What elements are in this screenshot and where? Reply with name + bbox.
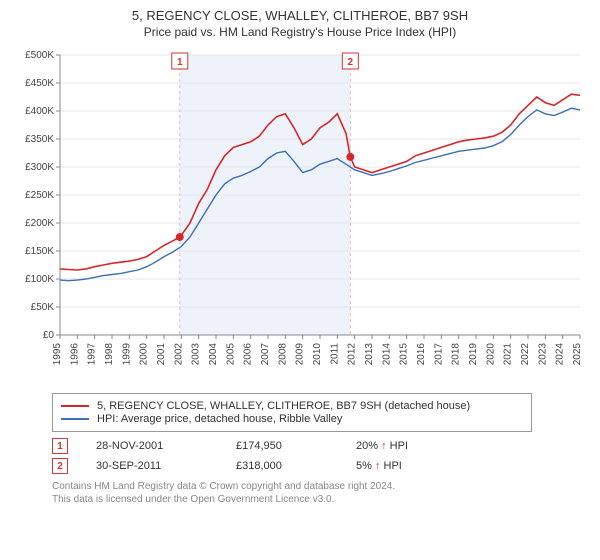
- legend-label: HPI: Average price, detached house, Ribb…: [97, 413, 342, 425]
- chart: 1 2 £0 £50K £100K £150K £200K £250K £300K £350K £4…: [12, 45, 588, 385]
- svg-text:£0: £0: [43, 330, 55, 341]
- svg-text:2003: 2003: [191, 343, 202, 366]
- svg-text:£100K: £100K: [25, 274, 54, 285]
- svg-text:2023: 2023: [537, 343, 548, 366]
- chart-svg: 1 2 £0 £50K £100K £150K £200K £250K £300K £350K £4…: [12, 45, 588, 385]
- svg-text:£250K: £250K: [25, 190, 54, 201]
- svg-text:2021: 2021: [503, 343, 514, 366]
- svg-text:2014: 2014: [381, 343, 392, 366]
- svg-text:2008: 2008: [277, 343, 288, 366]
- sale-delta: 20% ↑ HPI: [356, 440, 408, 452]
- sales-row: 1 28-NOV-2001£174,95020% ↑ HPI: [52, 438, 588, 454]
- title-address: 5, REGENCY CLOSE, WHALLEY, CLITHEROE, BB…: [12, 8, 588, 23]
- svg-text:2007: 2007: [260, 343, 271, 366]
- legend-label: 5, REGENCY CLOSE, WHALLEY, CLITHEROE, BB…: [97, 400, 470, 412]
- legend-row: HPI: Average price, detached house, Ribb…: [61, 413, 523, 425]
- svg-text:1997: 1997: [87, 343, 98, 366]
- svg-text:1995: 1995: [52, 343, 63, 366]
- svg-text:2016: 2016: [416, 343, 427, 366]
- svg-text:2000: 2000: [139, 343, 150, 366]
- svg-text:£400K: £400K: [25, 106, 54, 117]
- sales-table: 1 28-NOV-2001£174,95020% ↑ HPI 2 30-SEP-201…: [52, 438, 588, 474]
- svg-text:1998: 1998: [104, 343, 115, 366]
- svg-text:2020: 2020: [485, 343, 496, 366]
- sale-marker: 2: [52, 458, 68, 474]
- title-block: 5, REGENCY CLOSE, WHALLEY, CLITHEROE, BB…: [12, 8, 588, 39]
- sale-delta: 5% ↑ HPI: [356, 460, 402, 472]
- svg-text:2024: 2024: [555, 343, 566, 366]
- sale-date: 28-NOV-2001: [96, 440, 236, 452]
- svg-text:2012: 2012: [347, 343, 358, 366]
- svg-text:1999: 1999: [121, 343, 132, 366]
- svg-text:2009: 2009: [295, 343, 306, 366]
- arrow-up-icon: ↑: [381, 440, 387, 452]
- chart-container: 5, REGENCY CLOSE, WHALLEY, CLITHEROE, BB…: [0, 0, 600, 514]
- legend-swatch: [61, 405, 89, 407]
- svg-text:£500K: £500K: [25, 50, 54, 61]
- footer-line1: Contains HM Land Registry data © Crown c…: [52, 480, 588, 493]
- svg-text:2025: 2025: [572, 343, 583, 366]
- svg-text:2001: 2001: [156, 343, 167, 366]
- svg-text:£450K: £450K: [25, 78, 54, 89]
- svg-text:2013: 2013: [364, 343, 375, 366]
- legend-swatch: [61, 418, 89, 420]
- svg-text:2004: 2004: [208, 343, 219, 366]
- svg-text:2005: 2005: [225, 343, 236, 366]
- svg-text:2006: 2006: [243, 343, 254, 366]
- svg-text:1: 1: [177, 57, 183, 68]
- sale-price: £318,000: [236, 460, 356, 472]
- svg-text:£50K: £50K: [31, 302, 55, 313]
- title-subtitle: Price paid vs. HM Land Registry's House …: [12, 25, 588, 39]
- sale-marker: 1: [52, 438, 68, 454]
- svg-text:£350K: £350K: [25, 134, 54, 145]
- svg-text:£300K: £300K: [25, 162, 54, 173]
- svg-text:2017: 2017: [433, 343, 444, 366]
- sales-row: 2 30-SEP-2011£318,0005% ↑ HPI: [52, 458, 588, 474]
- legend-row: 5, REGENCY CLOSE, WHALLEY, CLITHEROE, BB…: [61, 400, 523, 412]
- sale-date: 30-SEP-2011: [96, 460, 236, 472]
- svg-text:2002: 2002: [173, 343, 184, 366]
- footer: Contains HM Land Registry data © Crown c…: [52, 480, 588, 506]
- arrow-up-icon: ↑: [375, 460, 381, 472]
- svg-text:2018: 2018: [451, 343, 462, 366]
- svg-text:2011: 2011: [329, 343, 340, 365]
- svg-text:£150K: £150K: [25, 246, 54, 257]
- sale-price: £174,950: [236, 440, 356, 452]
- svg-text:1996: 1996: [69, 343, 80, 366]
- svg-text:2015: 2015: [399, 343, 410, 366]
- svg-text:2010: 2010: [312, 343, 323, 366]
- svg-text:2022: 2022: [520, 343, 531, 366]
- legend: 5, REGENCY CLOSE, WHALLEY, CLITHEROE, BB…: [52, 393, 532, 432]
- svg-text:£200K: £200K: [25, 218, 54, 229]
- footer-line2: This data is licensed under the Open Gov…: [52, 493, 588, 506]
- svg-text:2019: 2019: [468, 343, 479, 366]
- svg-text:2: 2: [348, 57, 354, 68]
